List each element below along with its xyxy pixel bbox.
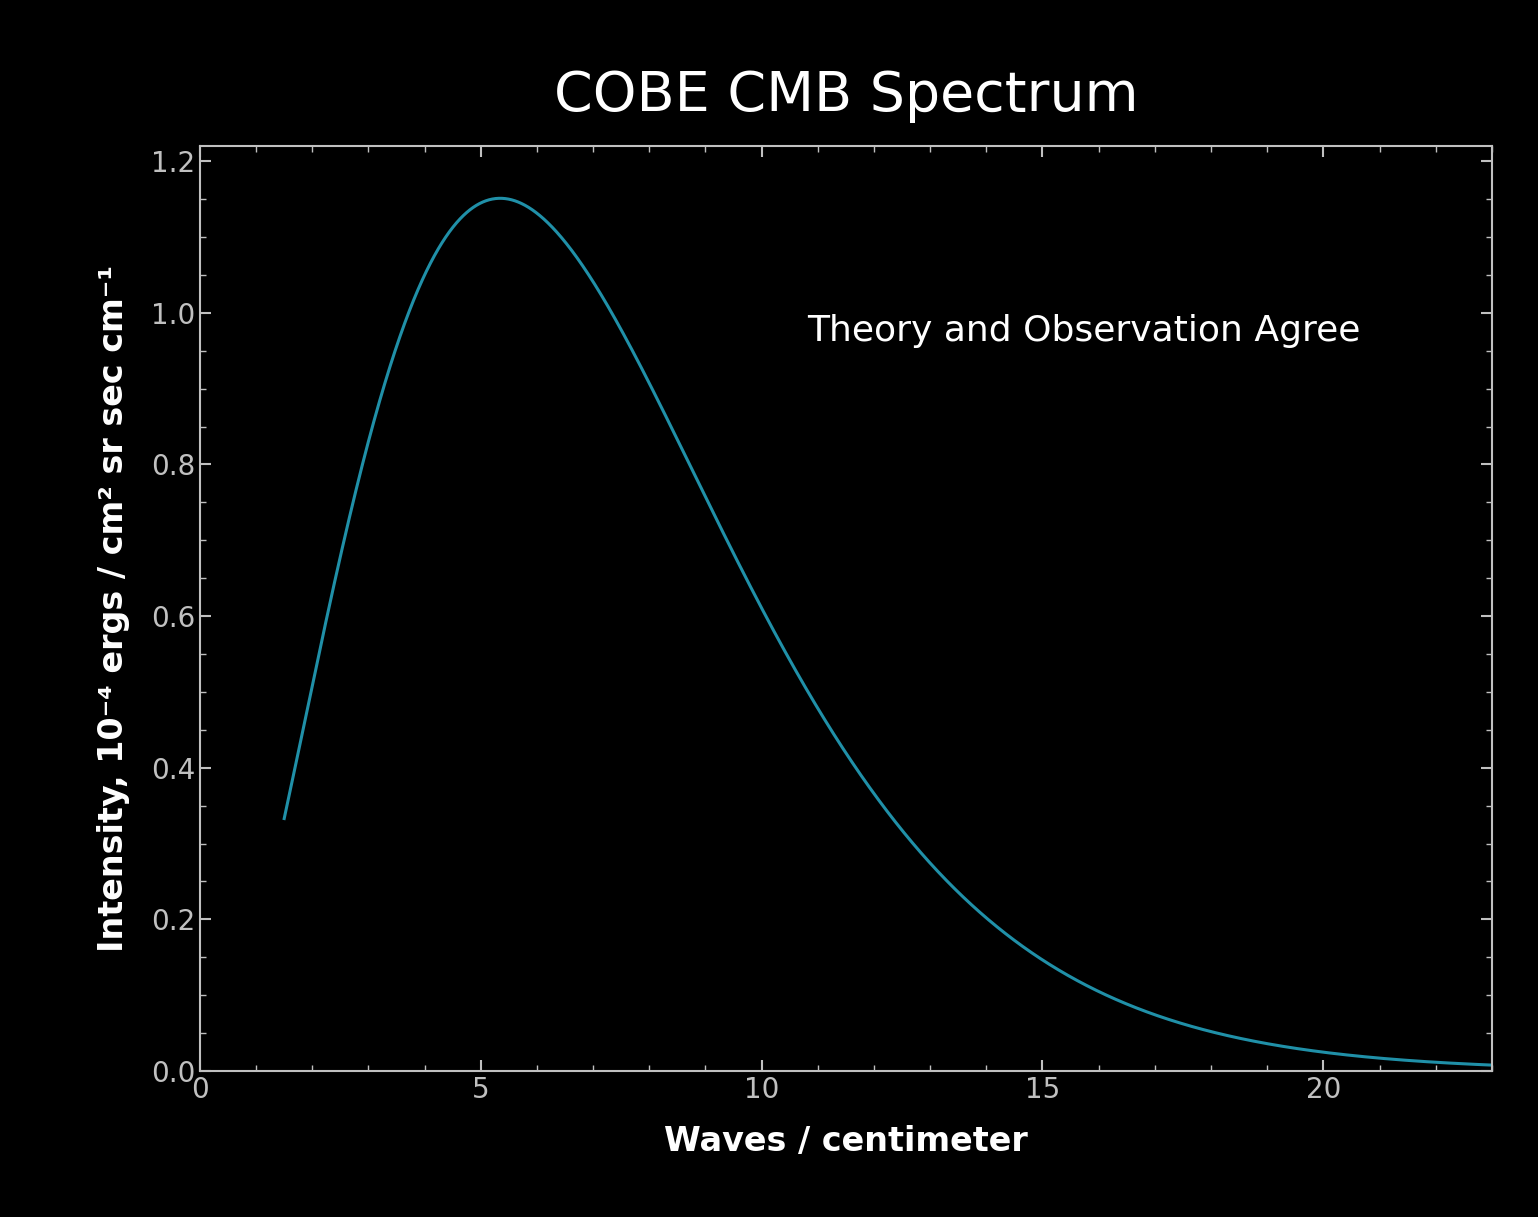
Y-axis label: Intensity, 10⁻⁴ ergs / cm² sr sec cm⁻¹: Intensity, 10⁻⁴ ergs / cm² sr sec cm⁻¹ — [97, 265, 129, 952]
Text: Theory and Observation Agree: Theory and Observation Agree — [807, 314, 1361, 348]
X-axis label: Waves / centimeter: Waves / centimeter — [664, 1125, 1027, 1157]
Title: COBE CMB Spectrum: COBE CMB Spectrum — [554, 69, 1138, 123]
